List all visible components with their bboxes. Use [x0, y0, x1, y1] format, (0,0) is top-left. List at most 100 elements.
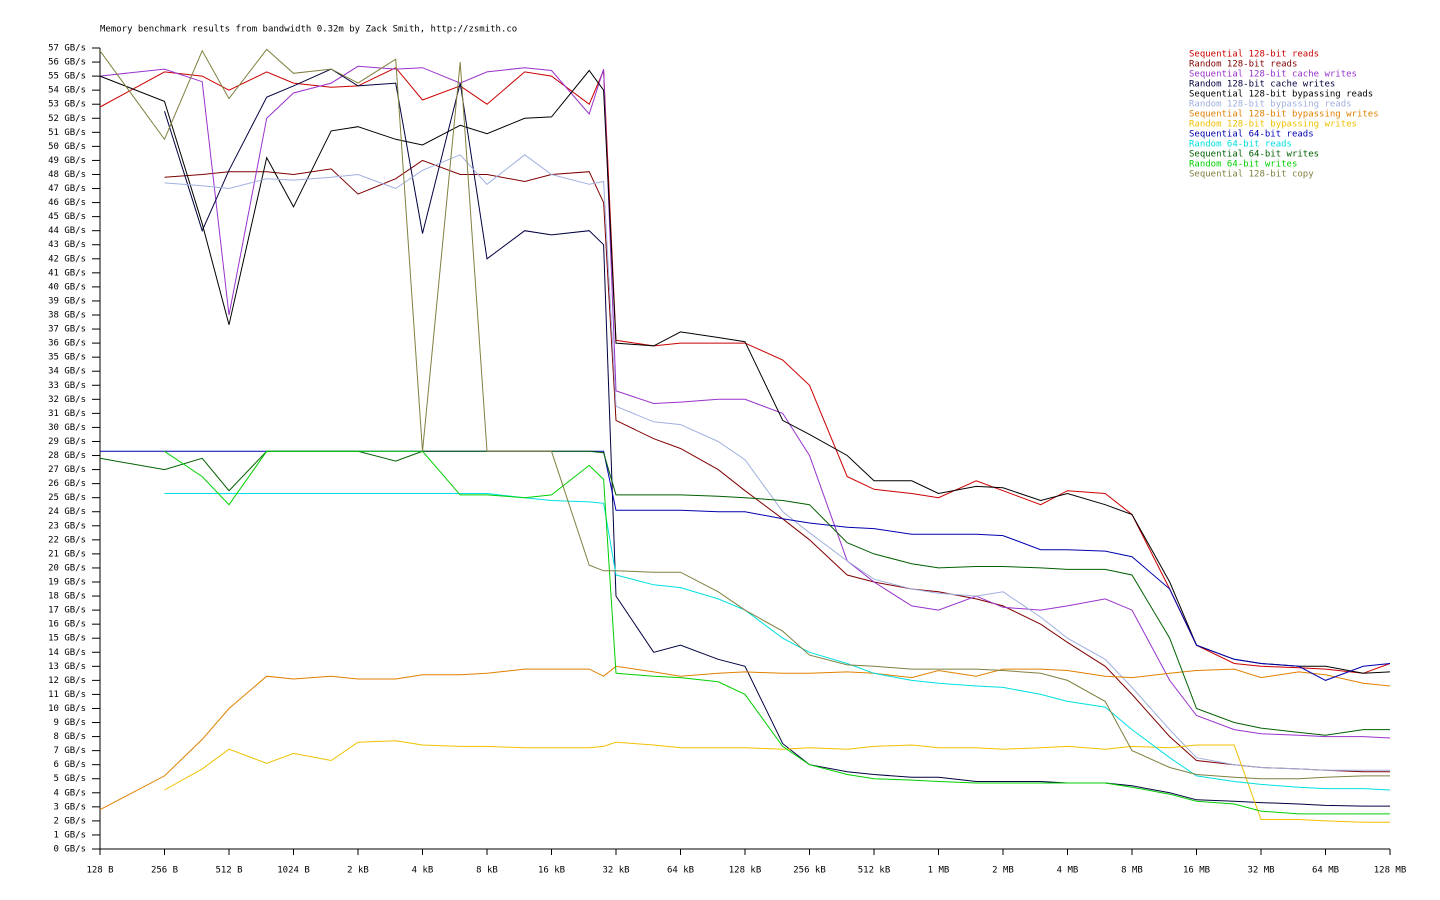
y-tick-label: 49 GB/s — [48, 156, 86, 166]
series-line — [164, 154, 1390, 771]
y-tick-label: 7 GB/s — [53, 746, 86, 756]
y-tick-label: 53 GB/s — [48, 100, 86, 110]
legend-entry: Random 128-bit bypassing reads — [1189, 100, 1352, 110]
legend-entry: Sequential 128-bit cache writes — [1189, 70, 1357, 80]
y-tick-label: 42 GB/s — [48, 254, 86, 264]
y-tick-label: 46 GB/s — [48, 198, 86, 208]
y-tick-label: 47 GB/s — [48, 184, 86, 194]
x-tick-label: 256 kB — [793, 866, 826, 876]
y-tick-label: 48 GB/s — [48, 170, 86, 180]
x-tick-label: 1 MB — [928, 866, 950, 876]
x-tick-label: 8 kB — [476, 866, 498, 876]
y-tick-label: 20 GB/s — [48, 563, 86, 573]
x-tick-label: 32 kB — [602, 866, 629, 876]
legend-entry: Sequential 128-bit reads — [1189, 50, 1319, 60]
y-tick-label: 26 GB/s — [48, 479, 86, 489]
x-tick-label: 1024 B — [277, 866, 310, 876]
y-tick-label: 29 GB/s — [48, 437, 86, 447]
y-tick-label: 36 GB/s — [48, 339, 86, 349]
y-tick-label: 21 GB/s — [48, 549, 86, 559]
legend-entry: Random 128-bit reads — [1189, 60, 1297, 70]
x-tick-label: 64 MB — [1312, 866, 1339, 876]
x-tick-label: 2 MB — [992, 866, 1014, 876]
y-tick-label: 0 GB/s — [53, 845, 86, 855]
y-tick-label: 37 GB/s — [48, 325, 86, 335]
y-tick-label: 23 GB/s — [48, 521, 86, 531]
y-tick-label: 10 GB/s — [48, 704, 86, 714]
legend-entry: Random 64-bit writes — [1189, 160, 1297, 170]
y-tick-label: 17 GB/s — [48, 606, 86, 616]
y-tick-label: 43 GB/s — [48, 240, 86, 250]
y-tick-label: 16 GB/s — [48, 620, 86, 630]
y-tick-label: 27 GB/s — [48, 465, 86, 475]
legend-entry: Sequential 128-bit bypassing writes — [1189, 110, 1379, 120]
y-tick-label: 30 GB/s — [48, 423, 86, 433]
x-tick-label: 16 MB — [1183, 866, 1210, 876]
y-tick-label: 39 GB/s — [48, 296, 86, 306]
series-line — [164, 740, 1390, 823]
x-tick-label: 256 B — [151, 866, 178, 876]
series-line — [99, 69, 1391, 674]
y-tick-label: 28 GB/s — [48, 451, 86, 461]
y-tick-label: 38 GB/s — [48, 311, 86, 321]
legend-entry: Sequential 128-bit bypassing reads — [1189, 90, 1373, 100]
x-tick-label: 32 MB — [1247, 866, 1274, 876]
x-tick-label: 8 MB — [1121, 866, 1143, 876]
y-tick-label: 12 GB/s — [48, 676, 86, 686]
y-tick-label: 31 GB/s — [48, 409, 86, 419]
y-tick-label: 8 GB/s — [53, 732, 86, 742]
y-tick-label: 19 GB/s — [48, 578, 86, 588]
x-tick-label: 512 kB — [858, 866, 891, 876]
y-tick-label: 52 GB/s — [48, 114, 86, 124]
series-line — [99, 48, 1390, 780]
x-tick-label: 512 B — [215, 866, 242, 876]
x-tick-label: 128 kB — [729, 866, 762, 876]
series-line — [99, 65, 1391, 739]
legend-entry: Sequential 64-bit reads — [1189, 130, 1314, 140]
y-tick-label: 9 GB/s — [53, 718, 86, 728]
y-tick-label: 11 GB/s — [48, 690, 86, 700]
legend-entry: Random 128-bit cache writes — [1189, 80, 1335, 90]
y-tick-label: 24 GB/s — [48, 507, 86, 517]
y-tick-label: 4 GB/s — [53, 788, 86, 798]
y-tick-label: 34 GB/s — [48, 367, 86, 377]
x-tick-label: 128 B — [86, 866, 113, 876]
y-tick-label: 57 GB/s — [48, 44, 86, 54]
x-tick-label: 128 MB — [1374, 866, 1407, 876]
y-tick-label: 33 GB/s — [48, 381, 86, 391]
series-line — [164, 159, 1390, 773]
y-tick-label: 35 GB/s — [48, 353, 86, 363]
y-tick-label: 44 GB/s — [48, 226, 86, 236]
y-tick-label: 55 GB/s — [48, 72, 86, 82]
legend-entry: Sequential 128-bit copy — [1189, 170, 1314, 180]
x-tick-label: 4 kB — [412, 866, 434, 876]
y-tick-label: 6 GB/s — [53, 760, 86, 770]
series-line — [164, 68, 1390, 807]
y-tick-label: 51 GB/s — [48, 128, 86, 138]
x-tick-label: 64 kB — [667, 866, 694, 876]
legend-entry: Random 128-bit bypassing writes — [1189, 120, 1357, 130]
series-line — [164, 493, 1391, 791]
y-tick-label: 22 GB/s — [48, 535, 86, 545]
y-tick-label: 15 GB/s — [48, 634, 86, 644]
x-tick-label: 2 kB — [347, 866, 369, 876]
y-tick-label: 2 GB/s — [53, 816, 86, 826]
series-line — [164, 450, 1390, 815]
y-tick-label: 13 GB/s — [48, 662, 86, 672]
y-tick-label: 50 GB/s — [48, 142, 86, 152]
y-tick-label: 3 GB/s — [53, 802, 86, 812]
y-tick-label: 40 GB/s — [48, 282, 86, 292]
x-tick-label: 4 MB — [1057, 866, 1079, 876]
y-tick-label: 41 GB/s — [48, 268, 86, 278]
y-tick-label: 32 GB/s — [48, 395, 86, 405]
series-line — [99, 665, 1391, 811]
y-tick-label: 56 GB/s — [48, 58, 86, 68]
legend-entry: Sequential 64-bit writes — [1189, 150, 1319, 160]
y-tick-label: 25 GB/s — [48, 493, 86, 503]
y-tick-label: 54 GB/s — [48, 86, 86, 96]
y-tick-label: 18 GB/s — [48, 592, 86, 602]
legend-entry: Random 64-bit reads — [1189, 140, 1292, 150]
x-tick-label: 16 kB — [538, 866, 565, 876]
